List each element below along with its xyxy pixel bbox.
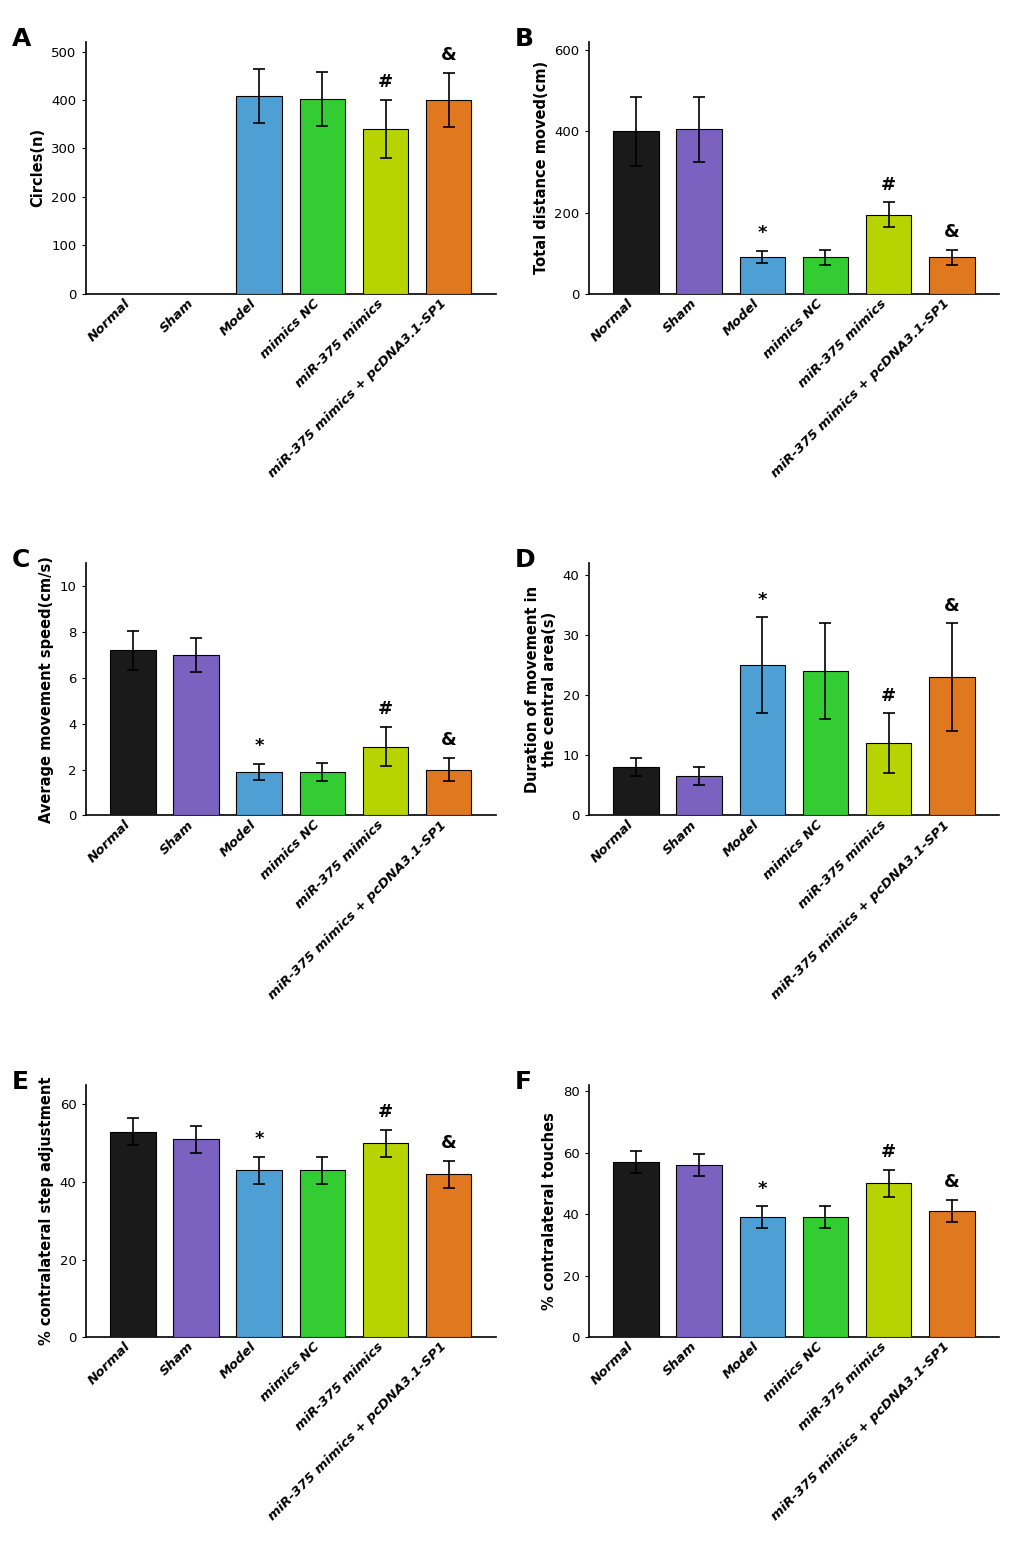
- Text: &: &: [943, 1173, 959, 1192]
- Bar: [110, 650, 156, 815]
- Bar: [363, 130, 408, 293]
- Y-axis label: % contralateral step adjustment: % contralateral step adjustment: [39, 1076, 54, 1345]
- Bar: [802, 672, 848, 815]
- Bar: [612, 1163, 658, 1337]
- Bar: [928, 258, 973, 293]
- Text: &: &: [943, 224, 959, 241]
- Text: #: #: [880, 176, 896, 193]
- Bar: [363, 1143, 408, 1337]
- Bar: [236, 1170, 281, 1337]
- Bar: [802, 1217, 848, 1337]
- Bar: [928, 678, 973, 815]
- Bar: [739, 258, 785, 293]
- Text: #: #: [880, 687, 896, 704]
- Text: C: C: [11, 548, 30, 573]
- Text: *: *: [757, 591, 766, 608]
- Text: #: #: [378, 701, 392, 718]
- Bar: [363, 747, 408, 815]
- Text: *: *: [757, 224, 766, 242]
- Bar: [676, 777, 721, 815]
- Text: &: &: [943, 596, 959, 615]
- Bar: [173, 1139, 219, 1337]
- Text: F: F: [515, 1070, 531, 1093]
- Bar: [236, 96, 281, 293]
- Bar: [426, 100, 471, 293]
- Text: D: D: [515, 548, 535, 573]
- Text: *: *: [254, 1130, 264, 1147]
- Text: &: &: [440, 46, 457, 65]
- Y-axis label: Average movement speed(cm/s): Average movement speed(cm/s): [39, 556, 54, 823]
- Text: *: *: [757, 1180, 766, 1198]
- Bar: [110, 1132, 156, 1337]
- Y-axis label: Circles(n): Circles(n): [31, 128, 46, 207]
- Bar: [300, 772, 344, 815]
- Text: E: E: [11, 1070, 29, 1093]
- Bar: [612, 767, 658, 815]
- Bar: [676, 130, 721, 293]
- Text: &: &: [440, 1133, 457, 1152]
- Bar: [739, 1217, 785, 1337]
- Text: &: &: [440, 732, 457, 749]
- Bar: [865, 1183, 910, 1337]
- Text: B: B: [515, 26, 533, 51]
- Text: *: *: [254, 736, 264, 755]
- Text: #: #: [378, 73, 392, 91]
- Bar: [739, 665, 785, 815]
- Bar: [426, 1175, 471, 1337]
- Bar: [676, 1166, 721, 1337]
- Bar: [928, 1210, 973, 1337]
- Bar: [802, 258, 848, 293]
- Bar: [173, 655, 219, 815]
- Y-axis label: Total distance moved(cm): Total distance moved(cm): [533, 62, 548, 275]
- Bar: [426, 769, 471, 815]
- Bar: [300, 99, 344, 293]
- Bar: [300, 1170, 344, 1337]
- Bar: [865, 215, 910, 293]
- Text: #: #: [378, 1102, 392, 1121]
- Y-axis label: % contralateral touches: % contralateral touches: [541, 1112, 556, 1309]
- Bar: [865, 744, 910, 815]
- Text: A: A: [11, 26, 31, 51]
- Bar: [612, 131, 658, 293]
- Y-axis label: Duration of movement in
the central area(s): Duration of movement in the central area…: [524, 585, 556, 794]
- Bar: [236, 772, 281, 815]
- Text: #: #: [880, 1143, 896, 1161]
